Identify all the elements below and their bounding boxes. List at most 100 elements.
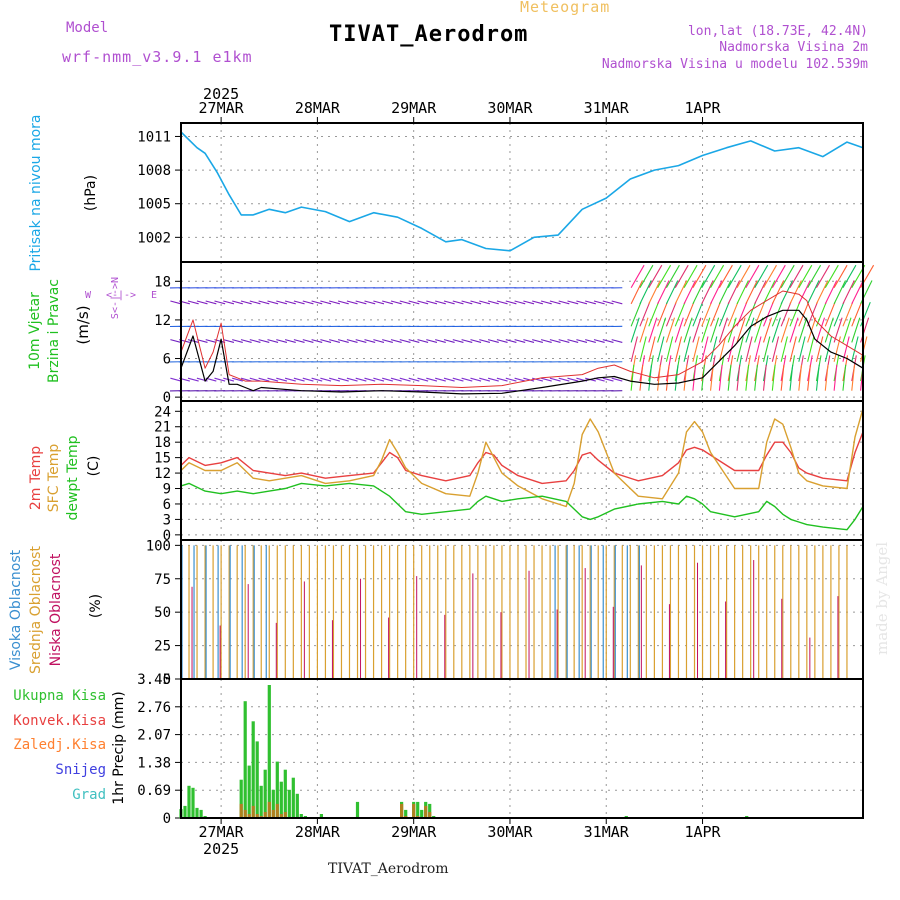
wind-barb-494 [798, 336, 806, 362]
y-tick-label-3-4: 100 [146, 538, 171, 554]
wind-barb-136 [337, 339, 349, 343]
conv-precip-bar-17 [279, 814, 283, 818]
precip-bar-16 [275, 761, 279, 818]
wind-barb-89 [276, 377, 288, 382]
wind-barb-103 [293, 377, 305, 382]
wind-barb-431 [718, 336, 727, 362]
wind-barb-511 [824, 264, 839, 289]
wind-barb-36 [214, 300, 226, 305]
conv-precip-bar-32 [428, 812, 432, 818]
wind-barb-134 [337, 300, 349, 305]
wind-barb-171 [382, 339, 393, 343]
wind-barb-526 [842, 280, 855, 305]
wind-barb-313 [558, 377, 570, 382]
wind-barb-426 [710, 364, 714, 391]
wind-barb-445 [736, 336, 744, 362]
wind-barb-368 [639, 336, 647, 362]
y-tick-label-4-3: 2.07 [137, 728, 171, 744]
wind-barb-330 [585, 300, 596, 305]
wind-barb-533 [851, 280, 864, 305]
wind-barb-455 [754, 264, 769, 289]
wind-barb-387 [665, 301, 677, 327]
conv-precip-bar-26 [400, 803, 404, 818]
wind-barb-466 [762, 336, 771, 362]
wind-barb-492 [798, 301, 810, 327]
wind-barb-45 [223, 339, 235, 343]
top-day-label-2: 29MAR [391, 99, 437, 117]
wind-barb-66 [249, 339, 261, 343]
top-day-label-4: 31MAR [584, 99, 630, 117]
wind-barb-423 [710, 317, 720, 343]
wind-barb-288 [532, 300, 544, 305]
wind-barb-127 [329, 300, 341, 305]
wind-barb-524 [833, 364, 838, 391]
wind-barb-386 [665, 280, 679, 305]
wind-barb-402 [683, 317, 693, 343]
wind-barb-454 [745, 364, 750, 391]
wind-barb-211 [435, 300, 446, 305]
wind-barb-197 [417, 300, 429, 305]
y-tick-label-1-1: 6 [163, 352, 171, 368]
wind-barb-318 [567, 339, 579, 343]
wind-barb-421 [710, 280, 723, 305]
footer-station-name: TIVAT_Aerodrom [328, 861, 449, 877]
wind-barb-73 [258, 339, 270, 343]
wind-barb-229 [452, 377, 464, 382]
pressure-side-label: Pritisak na nivou mora [28, 114, 44, 271]
wind-barb-173 [382, 377, 393, 382]
wind-barb-262 [496, 339, 508, 343]
wind-barb-24 [196, 339, 208, 343]
bottom-day-label-5: 1APR [684, 823, 721, 841]
conv-precip-bar-28 [412, 803, 416, 818]
wind-barb-470 [771, 280, 785, 305]
precip-bar-4 [195, 807, 199, 818]
wind-barb-427 [718, 264, 733, 289]
wind-barb-528 [842, 317, 852, 343]
wind-unit-label: (m/s) [74, 305, 92, 344]
panel-frame-4 [180, 678, 864, 819]
wind-barb-538 [851, 364, 856, 391]
wind-barb-491 [798, 280, 811, 305]
wind-barb-468 [762, 364, 767, 391]
wind-barb-332 [585, 339, 596, 343]
wind-barb-17 [187, 339, 199, 343]
precip-bar-17 [279, 781, 283, 818]
wind-barb-344 [602, 300, 614, 305]
wind-barb-462 [763, 264, 777, 289]
wind-barb-129 [329, 339, 341, 343]
wind-barb-389 [665, 336, 674, 362]
wind-barb-113 [311, 300, 323, 305]
precip-bar-10 [251, 721, 255, 818]
wind-barb-422 [710, 301, 721, 327]
wind-barb-108 [302, 339, 314, 343]
wind-barb-452 [745, 336, 753, 362]
wind-barb-250 [479, 377, 491, 382]
meteogram-label: Meteogram [520, 0, 611, 16]
wind-barb-283 [523, 339, 535, 343]
cloud-side-label-low: Niska Oblacnost [48, 553, 64, 666]
wind-barb-401 [683, 301, 695, 327]
wind-barb-5 [170, 377, 182, 382]
wind-barb-204 [426, 300, 438, 305]
wind-barb-311 [558, 339, 570, 343]
panel-frame-0 [180, 122, 864, 263]
wind-barb-339 [593, 339, 605, 343]
wind-barb-515 [824, 336, 833, 362]
wind-barb-365 [639, 280, 652, 305]
wind-barb-498 [807, 280, 820, 305]
wind-barb-461 [754, 364, 758, 391]
wind-barb-131 [329, 377, 341, 382]
wind-barb-274 [514, 300, 526, 305]
wind-barb-68 [249, 377, 261, 382]
wind-barb-364 [639, 264, 654, 289]
pressure-unit-label: (hPa) [83, 175, 99, 211]
wind-barb-406 [692, 264, 707, 289]
wind-barb-501 [807, 336, 815, 362]
wind-barb-410 [692, 336, 700, 362]
wind-barb-435 [727, 280, 741, 305]
y-tick-label-2-2: 6 [163, 497, 171, 513]
wind-barb-106 [302, 300, 314, 305]
wind-barb-351 [611, 300, 623, 305]
temp-side-label-2m: 2m Temp [28, 446, 44, 510]
wind-barb-299 [540, 377, 552, 382]
